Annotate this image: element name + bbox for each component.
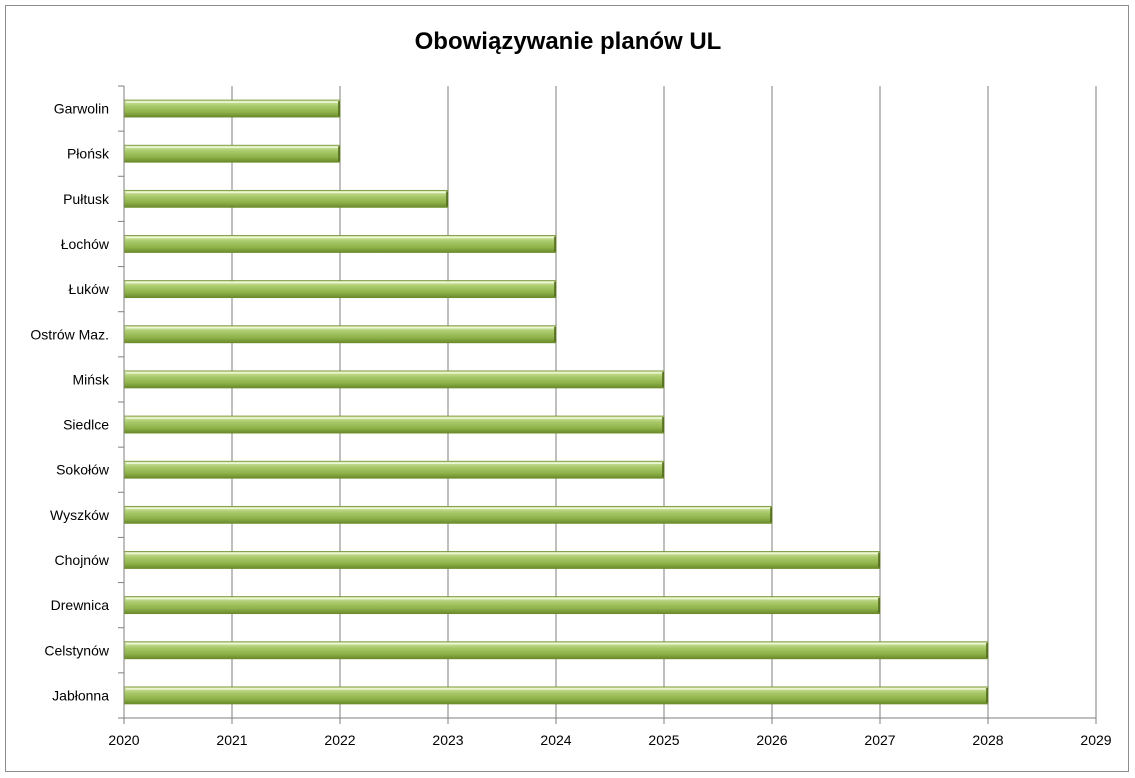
- y-tick-label: Pułtusk: [63, 191, 110, 207]
- y-tick-label: Siedlce: [63, 417, 109, 433]
- bar: [123, 280, 557, 299]
- bar: [123, 415, 665, 434]
- chart-frame: Obowiązywanie planów UL 2020 2021 2022 2023…: [5, 5, 1129, 772]
- chart-title: Obowiązywanie planów UL: [414, 28, 722, 55]
- y-tick-label: Łochów: [61, 236, 110, 252]
- y-tick-label: Garwolin: [54, 101, 109, 117]
- x-tick-label: 2028: [972, 732, 1003, 748]
- x-tick-label: 2023: [432, 732, 463, 748]
- x-tick-label: 2026: [756, 732, 787, 748]
- bar: [123, 189, 449, 208]
- x-tick-label: 2029: [1080, 732, 1111, 748]
- bar: [123, 99, 341, 118]
- y-tick-label: Łuków: [69, 281, 110, 297]
- bar: [123, 235, 557, 253]
- y-tick-label: Drewnica: [51, 597, 110, 613]
- x-tick-label: 2021: [216, 732, 247, 748]
- x-tick-label: 2022: [324, 732, 355, 748]
- y-tick-label: Jabłonna: [52, 687, 109, 703]
- y-tick-label: Mińsk: [72, 371, 110, 387]
- bar: [123, 325, 557, 344]
- bar: [123, 551, 881, 569]
- x-tick-label: 2024: [540, 732, 571, 748]
- bar: [123, 505, 773, 524]
- y-tick-label: Ostrów Maz.: [30, 326, 109, 342]
- bar: [123, 686, 989, 705]
- y-tick-label: Płońsk: [67, 146, 110, 162]
- bar: [123, 641, 989, 660]
- x-tick-label: 2025: [648, 732, 679, 748]
- bar: [123, 144, 341, 163]
- bar: [123, 596, 881, 615]
- y-tick-label: Wyszków: [50, 507, 110, 523]
- y-tick-label: Chojnów: [55, 552, 110, 568]
- chart-svg: 2020 2021 2022 2023 2024 2025 2026 2027 2028 2029…: [30, 85, 1112, 748]
- bar: [123, 370, 665, 389]
- x-tick-label: 2020: [108, 732, 139, 748]
- x-tick-label: 2027: [864, 732, 895, 748]
- bar: [123, 460, 665, 479]
- y-tick-label: Sokołów: [56, 462, 110, 478]
- y-tick-label: Celstynów: [44, 642, 109, 658]
